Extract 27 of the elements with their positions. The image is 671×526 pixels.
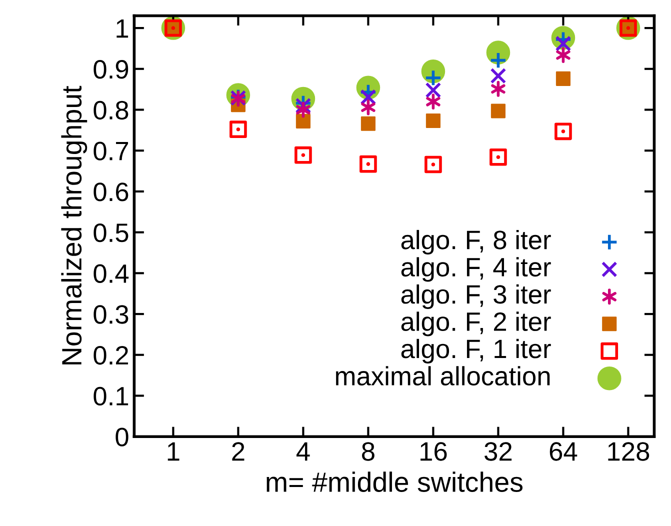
x-tick-label: 16: [420, 442, 447, 461]
legend-label: algo. F, 2 iter: [401, 312, 551, 336]
legend-label: algo. F, 1 iter: [401, 338, 551, 364]
x-tick-label: 2: [232, 442, 244, 461]
legend-label: algo. F, 4 iter: [401, 257, 551, 282]
x-tick-label: 1: [168, 442, 180, 461]
legend-label: algo. F, 3 iter: [401, 284, 551, 310]
y-tick-label: 0.8: [94, 100, 128, 120]
y-tick-label: 0.5: [94, 223, 128, 242]
y-tick-label: 0: [116, 428, 128, 446]
y-tick-label: 0.1: [94, 386, 128, 406]
y-axis-title: Normalized throughput: [61, 86, 88, 364]
y-tick-label: 0.7: [94, 142, 128, 160]
x-tick-label: 8: [362, 442, 374, 461]
x-tick-label: 4: [296, 442, 310, 461]
x-tick-label: 128: [608, 442, 650, 461]
y-tick-label: 0.6: [94, 182, 128, 202]
y-tick-label: 1: [116, 19, 128, 38]
x-tick-label: 64: [550, 442, 578, 461]
y-tick-label: 0.2: [94, 346, 128, 365]
legend-label: maximal allocation: [336, 366, 550, 386]
y-tick-label: 0.4: [94, 264, 129, 283]
x-axis-title: m= #middle switches: [266, 472, 523, 492]
y-tick-label: 0.9: [94, 60, 128, 79]
legend-label: algo. F, 8 iter: [401, 230, 551, 255]
x-tick-label: 32: [484, 442, 512, 461]
y-tick-label: 0.3: [94, 305, 128, 324]
